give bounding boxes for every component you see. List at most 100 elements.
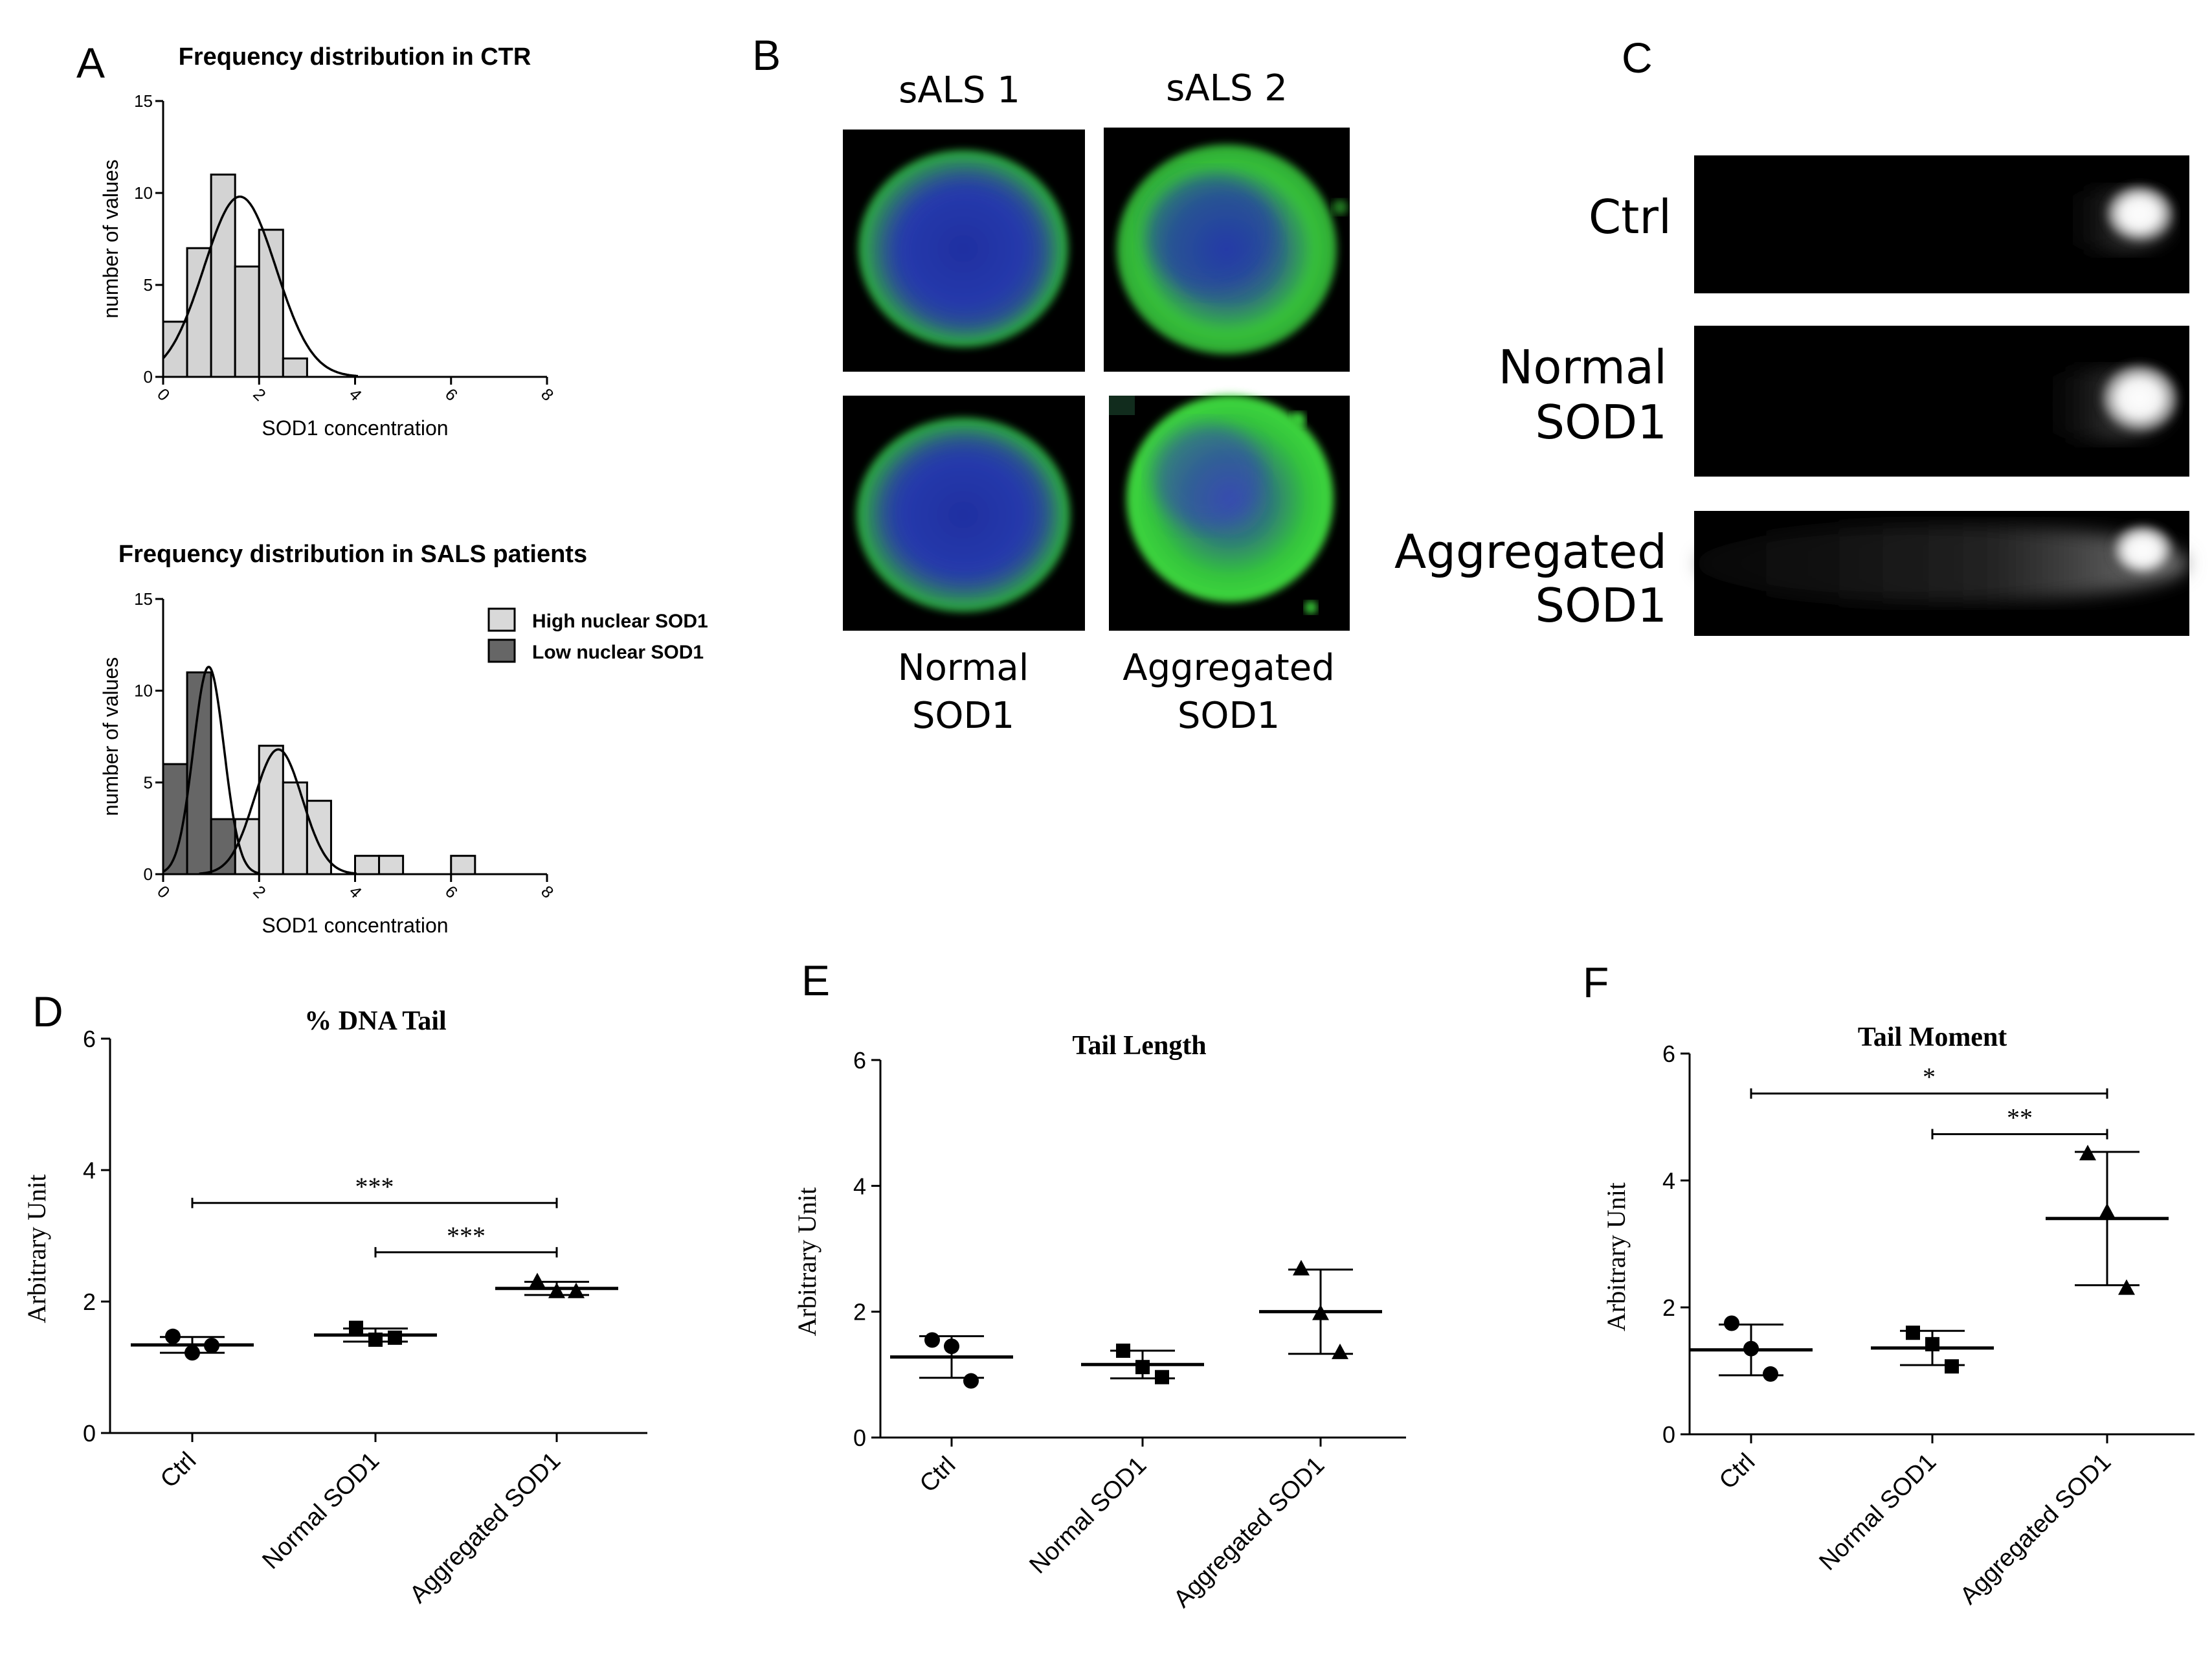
- hist-title: Frequency distribution in SALS patients: [118, 541, 587, 568]
- row-label-normal-line1: Normal: [898, 647, 1029, 689]
- y-tick-label: 4: [853, 1173, 866, 1199]
- chart-title: Tail Moment: [1858, 1022, 2007, 1052]
- x-tick-label: 6: [441, 882, 462, 902]
- x-tick-label: 6: [441, 385, 462, 405]
- data-point: [1945, 1359, 1959, 1374]
- category-label: Ctrl: [915, 1452, 961, 1498]
- y-tick-label: 5: [144, 773, 153, 792]
- histogram-bar: [210, 174, 236, 378]
- panel-letter-a: A: [76, 39, 105, 87]
- data-point: [1925, 1337, 1939, 1351]
- data-point: [1116, 1343, 1130, 1358]
- comet-normal-sod1: [1694, 326, 2189, 477]
- histogram-bar: [162, 321, 188, 378]
- category-label: Normal SOD1: [257, 1447, 385, 1575]
- y-tick-label: 10: [134, 681, 153, 701]
- data-point: [963, 1373, 979, 1389]
- data-point: [2118, 1279, 2135, 1295]
- data-point: [1724, 1315, 1739, 1331]
- histogram-bar: [282, 357, 308, 378]
- significance-label: **: [2007, 1103, 2033, 1132]
- x-tick-label: 2: [249, 882, 269, 902]
- data-point: [204, 1338, 219, 1354]
- comet-label-aggregated-line1: Aggregated: [1394, 525, 1667, 579]
- row-label-normal-line2: SOD1: [912, 695, 1014, 737]
- x-tick-label: 4: [345, 385, 365, 405]
- category-label: Aggregated SOD1: [1168, 1452, 1330, 1613]
- y-tick-label: 2: [1662, 1294, 1675, 1321]
- y-axis-label: number of values: [99, 159, 122, 318]
- histogram-bar: [378, 855, 405, 875]
- legend-entry: Low nuclear SOD1: [532, 642, 704, 663]
- x-tick-label: 4: [345, 882, 365, 902]
- y-tick-label: 15: [134, 589, 153, 609]
- data-point: [2079, 1144, 2096, 1160]
- x-tick-label: 8: [537, 385, 557, 405]
- data-point: [1155, 1370, 1169, 1384]
- y-tick-label: 0: [144, 367, 153, 387]
- data-point: [1293, 1259, 1310, 1276]
- histogram-bar: [258, 745, 284, 875]
- y-tick-label: 0: [1662, 1421, 1675, 1448]
- row-label-aggregated-line2: SOD1: [1178, 695, 1280, 737]
- data-point: [349, 1320, 363, 1335]
- gaussian-fit-curve: [162, 195, 359, 378]
- image-sals1-normal-top: [843, 130, 1085, 372]
- category-label: Ctrl: [155, 1447, 201, 1493]
- y-axis-label: Arbitrary Unit: [1602, 1182, 1631, 1331]
- y-tick-label: 10: [134, 183, 153, 203]
- comet-label-aggregated-line2: SOD1: [1535, 578, 1667, 633]
- significance-label: ***: [355, 1172, 394, 1201]
- panel-letter-f: F: [1583, 958, 1609, 1006]
- x-tick-label: 2: [249, 385, 269, 405]
- histogram-bar: [234, 265, 260, 378]
- y-tick-label: 2: [853, 1299, 866, 1326]
- y-tick-label: 6: [1662, 1041, 1675, 1067]
- x-axis-label: SOD1 concentration: [262, 914, 448, 937]
- panel-letter-c: C: [1622, 34, 1653, 82]
- category-label: Ctrl: [1714, 1449, 1760, 1495]
- y-tick-label: 0: [83, 1420, 96, 1447]
- y-tick-label: 0: [853, 1425, 866, 1451]
- legend-swatch: [487, 607, 516, 632]
- legend-swatch: [487, 638, 516, 663]
- chart-title: Tail Length: [1072, 1031, 1206, 1061]
- comet-aggregated-sod1: [1694, 511, 2189, 636]
- image-sals1-normal-bottom: [843, 396, 1085, 631]
- category-label: Normal SOD1: [1814, 1449, 1941, 1576]
- row-label-aggregated-line1: Aggregated: [1123, 647, 1334, 689]
- comet-label-normal-line1: Normal: [1498, 340, 1667, 394]
- y-axis-label: number of values: [99, 657, 122, 816]
- histogram-bar: [354, 855, 381, 875]
- x-tick-label: 8: [537, 882, 557, 902]
- data-point: [1312, 1304, 1329, 1320]
- data-point: [548, 1282, 565, 1298]
- data-point: [924, 1332, 940, 1348]
- y-tick-label: 4: [1662, 1168, 1675, 1194]
- data-point: [529, 1272, 546, 1289]
- x-tick-label: 0: [153, 385, 173, 405]
- y-axis-label: Arbitrary Unit: [22, 1175, 51, 1324]
- scatter-tail-moment: Tail Moment 0 2 4 6 Arbitrary Unit Ctrl Normal …: [1602, 1022, 2195, 1610]
- category-label: Aggregated SOD1: [1955, 1449, 2116, 1610]
- scatter-dna-tail: % DNA Tail 0 2 4 6 Arbitrary Unit Ctrl Normal S…: [22, 1006, 647, 1608]
- data-point: [165, 1328, 181, 1344]
- panel-letter-d: D: [32, 987, 63, 1035]
- y-tick-label: 6: [83, 1026, 96, 1052]
- comet-label-normal-line2: SOD1: [1535, 395, 1667, 449]
- data-point: [1135, 1360, 1150, 1375]
- data-point: [1332, 1343, 1348, 1359]
- panel-letter-e: E: [801, 956, 830, 1004]
- data-point: [2099, 1203, 2116, 1219]
- panel-letter-b: B: [752, 31, 781, 79]
- histogram-bar: [186, 247, 212, 378]
- y-axis-label: Arbitrary Unit: [792, 1188, 821, 1337]
- gaussian-fit-curve: [199, 748, 357, 875]
- panel-b-images: sALS 1 sALS 2 Normal SOD1 Aggr: [843, 67, 1350, 737]
- histogram-ctr: Frequency distribution in CTR 0 5 10 15 0 2 4 6 8…: [99, 43, 557, 440]
- data-point: [1743, 1340, 1759, 1357]
- x-tick-label: 0: [153, 882, 173, 902]
- significance-label: ***: [447, 1221, 486, 1250]
- gaussian-fit-curve: [162, 666, 260, 875]
